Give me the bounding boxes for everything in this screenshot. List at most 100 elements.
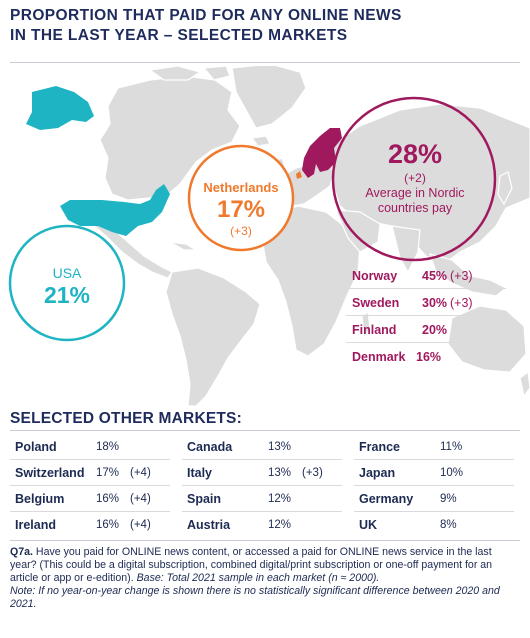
usa-mainland xyxy=(60,184,170,236)
table-row: UK 8% xyxy=(354,512,514,538)
nordic-change: (+3) xyxy=(450,269,473,283)
table-row: Belgium 16% (+4) xyxy=(10,486,170,512)
netherlands-callout-circle xyxy=(187,144,295,252)
nordic-callout-circle xyxy=(331,96,497,262)
greenland-land xyxy=(231,66,307,129)
nordic-value: 16% xyxy=(416,350,442,364)
market-value: 9% xyxy=(440,493,457,505)
world-land xyxy=(91,66,530,406)
usa-highlight xyxy=(26,86,170,236)
nordic-change: (+3) xyxy=(450,296,473,310)
market-change: (+4) xyxy=(130,493,151,505)
nordic-country: Denmark xyxy=(352,350,406,364)
africa-land xyxy=(261,205,361,357)
world-map xyxy=(8,66,530,406)
market-country: Belgium xyxy=(15,492,65,506)
table-row: Canada 13% xyxy=(182,434,342,460)
market-value: 18% xyxy=(96,441,120,453)
table-row: Norway 45% (+3) xyxy=(346,262,506,289)
other-markets-column-3: France 11% Japan 10% Germany 9% UK 8% xyxy=(354,434,514,538)
other-markets-column-2: Canada 13% Italy 13% (+3) Spain 12% Aust… xyxy=(182,434,342,538)
market-value: 12% xyxy=(268,493,292,505)
market-country: Japan xyxy=(359,466,396,480)
usa-callout: USA 21% xyxy=(22,265,112,308)
market-country: Ireland xyxy=(15,518,56,532)
nordic-value: 30% xyxy=(422,296,448,310)
nordic-value: 20% xyxy=(422,323,448,337)
market-change: (+4) xyxy=(130,467,151,479)
nordic-table: Norway 45% (+3) Sweden 30% (+3) Finland … xyxy=(346,262,506,370)
iceland-land xyxy=(250,135,271,147)
new-zealand-land xyxy=(519,370,530,398)
netherlands-callout-change: (+3) xyxy=(230,224,252,238)
nordic-callout-label-2: countries pay xyxy=(377,201,453,215)
nordic-value: 45% xyxy=(422,269,448,283)
other-markets-column-1: Poland 18% Switzerland 17% (+4) Belgium … xyxy=(10,434,170,538)
other-markets-divider xyxy=(10,430,520,431)
usa-callout-value: 21% xyxy=(43,282,91,308)
market-country: France xyxy=(359,440,400,454)
market-value: 10% xyxy=(440,467,464,479)
arctic-islands-land xyxy=(148,66,231,81)
market-value: 16% xyxy=(96,519,120,531)
table-row: Germany 9% xyxy=(354,486,514,512)
market-country: Canada xyxy=(187,440,233,454)
middle-east-land xyxy=(335,209,381,253)
chart-title: PROPORTION THAT PAID FOR ANY ONLINE NEWS… xyxy=(10,6,520,46)
alaska xyxy=(26,86,94,130)
table-row: Sweden 30% (+3) xyxy=(346,289,506,316)
footnote: Q7a. Have you paid for ONLINE news conte… xyxy=(10,546,520,611)
netherlands-callout-value: 17% xyxy=(216,196,266,223)
market-country: Poland xyxy=(15,440,57,454)
market-change: (+4) xyxy=(130,519,151,531)
footnote-divider xyxy=(10,540,520,541)
table-row: Japan 10% xyxy=(354,460,514,486)
table-row: Italy 13% (+3) xyxy=(182,460,342,486)
nordic-country: Finland xyxy=(352,323,397,337)
footnote-note: Note: If no year-on-year change is shown… xyxy=(10,585,500,610)
table-row: Spain 12% xyxy=(182,486,342,512)
table-row: Switzerland 17% (+4) xyxy=(10,460,170,486)
nordic-highlight xyxy=(302,128,342,178)
table-row: France 11% xyxy=(354,434,514,460)
south-america-land xyxy=(165,267,261,406)
table-row: Poland 18% xyxy=(10,434,170,460)
market-country: Spain xyxy=(187,492,222,506)
market-country: Switzerland xyxy=(15,466,85,480)
market-country: Austria xyxy=(187,518,231,532)
nordic-callout: 28% (+2) Average in Nordic countries pay xyxy=(350,138,480,216)
market-value: 13% xyxy=(268,467,292,479)
nordic-callout-label-1: Average in Nordic xyxy=(365,186,465,200)
table-row: Austria 12% xyxy=(182,512,342,538)
footnote-question-label: Q7a. xyxy=(10,546,33,558)
usa-callout-circle xyxy=(8,224,126,342)
netherlands-highlight xyxy=(296,171,302,179)
nordic-callout-value: 28% xyxy=(387,139,443,169)
table-row: Ireland 16% (+4) xyxy=(10,512,170,538)
caribbean-land xyxy=(169,241,199,251)
footnote-base: Base: Total 2021 sample in each market (… xyxy=(136,572,380,584)
market-value: 17% xyxy=(96,467,120,479)
southeast-asia-land xyxy=(429,253,508,297)
market-value: 11% xyxy=(440,441,463,453)
japan-land xyxy=(497,171,513,206)
footnote-question: Have you paid for ONLINE news content, o… xyxy=(10,546,493,584)
market-value: 12% xyxy=(268,519,292,531)
usa-callout-name: USA xyxy=(52,265,82,281)
market-value: 16% xyxy=(96,493,120,505)
market-value: 13% xyxy=(268,441,292,453)
table-row: Finland 20% xyxy=(346,316,506,343)
market-change: (+3) xyxy=(302,467,323,479)
title-divider xyxy=(10,62,520,63)
other-markets-grid: Poland 18% Switzerland 17% (+4) Belgium … xyxy=(10,434,520,538)
chart-title-line-2: IN THE LAST YEAR – SELECTED MARKETS xyxy=(10,27,348,44)
canada-land xyxy=(99,75,241,201)
chart-title-line-1: PROPORTION THAT PAID FOR ANY ONLINE NEWS xyxy=(10,7,402,24)
madagascar-land xyxy=(361,310,371,340)
market-country: Germany xyxy=(359,492,414,506)
market-country: UK xyxy=(359,518,378,532)
australia-land xyxy=(447,305,527,373)
market-value: 8% xyxy=(440,519,457,531)
netherlands-callout-name: Netherlands xyxy=(203,180,279,195)
nordic-country: Norway xyxy=(352,269,398,283)
